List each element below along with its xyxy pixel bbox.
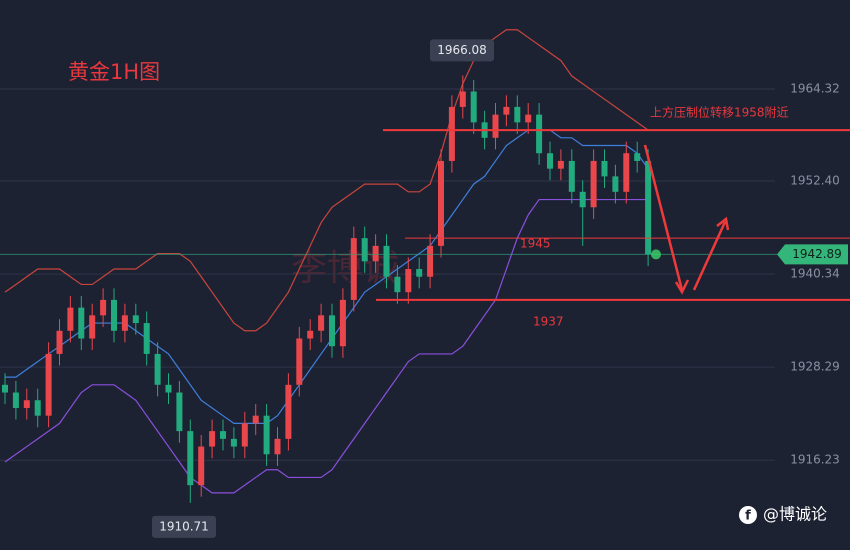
level-label: 1945: [520, 237, 551, 251]
candle-body: [612, 176, 619, 192]
y-tick-label: 1952.40: [790, 174, 840, 188]
candle-body: [307, 330, 314, 339]
candle-body: [230, 438, 237, 447]
candle-body: [296, 338, 303, 385]
candle-body: [67, 307, 74, 331]
level-label: 上方压制位转移1958附近: [650, 105, 789, 120]
candle-body: [241, 423, 248, 447]
price-dot: [651, 249, 661, 260]
candle-body: [514, 106, 521, 123]
band-line: [4, 29, 649, 332]
candle-body: [34, 400, 41, 416]
candle-body: [132, 315, 139, 324]
candle-body: [2, 384, 8, 393]
arrow-down: [643, 144, 684, 291]
candle-body: [547, 153, 553, 169]
low-box: [152, 515, 216, 538]
candle-body: [394, 276, 401, 293]
candle-body: [100, 299, 107, 316]
candle-body: [45, 353, 52, 416]
candle-body: [601, 160, 608, 177]
candle-body: [590, 160, 597, 208]
candle-body: [209, 431, 216, 447]
candle-body: [252, 415, 259, 424]
candle-body: [372, 245, 379, 262]
candle-body: [198, 446, 205, 486]
price-label: 1942.89: [792, 247, 842, 261]
candle-body: [274, 438, 281, 455]
candle-body: [634, 153, 641, 161]
candle-body: [263, 415, 270, 455]
candle-body: [12, 392, 19, 408]
y-tick-label: 1964.32: [790, 82, 840, 96]
candle-body: [459, 91, 466, 107]
candle-body: [492, 114, 499, 138]
candle-body: [350, 238, 357, 300]
candle-body: [111, 299, 117, 331]
plot: 上方压制位转移1958附近 1945 1937 1942.89 1966.08 1910.…: [0, 29, 850, 538]
candle-body: [329, 315, 335, 347]
candle-body: [220, 431, 226, 439]
candle-body: [165, 384, 172, 393]
candle-body: [361, 238, 368, 262]
arrows: [643, 144, 730, 295]
candle-body: [557, 160, 564, 169]
candle-body: [23, 400, 30, 408]
band-line: [4, 198, 649, 494]
high-box: [430, 39, 494, 62]
high-label: 1966.08: [437, 43, 487, 57]
y-tick-label: 1940.34: [790, 267, 840, 281]
candle-body: [579, 191, 586, 208]
candle-body: [536, 114, 543, 154]
candle-body: [187, 431, 194, 486]
candle-body: [416, 269, 423, 277]
candle-body: [89, 315, 96, 339]
candle-body: [154, 353, 161, 385]
candle-body: [383, 245, 390, 277]
arrow-down-head: [674, 279, 690, 295]
candle-body: [121, 315, 128, 331]
grid: 1916.23 1928.29 1940.34 1952.40 1964.32: [0, 82, 840, 467]
candle-body: [438, 160, 444, 246]
low-label: 1910.71: [159, 519, 209, 533]
candle-body: [405, 269, 412, 293]
candle-body: [623, 153, 630, 192]
candle-body: [339, 299, 346, 347]
candle-body: [470, 91, 477, 123]
facebook-glyph: f: [745, 509, 751, 524]
candle-body: [143, 323, 150, 354]
candle-body: [525, 114, 532, 123]
level-label: 1937: [533, 314, 564, 328]
y-tick-label: 1928.29: [790, 360, 840, 374]
price-tag: [777, 244, 848, 265]
candle-body: [78, 307, 85, 339]
candle-body: [318, 315, 325, 331]
chart-title: 黄金1H图: [68, 60, 160, 84]
candle-body: [448, 106, 455, 161]
candle-body: [427, 245, 434, 277]
footer: f @博诚论: [739, 505, 827, 524]
facebook-icon: [739, 506, 757, 524]
candle-body: [645, 160, 652, 255]
footer-text: @博诚论: [763, 505, 827, 524]
candle-body: [285, 384, 292, 439]
candle-body: [503, 106, 510, 115]
candle-body: [568, 160, 575, 192]
arrow-up-head: [716, 216, 730, 231]
candle-body: [176, 392, 183, 432]
y-tick-label: 1916.23: [790, 453, 840, 467]
candle-body: [56, 330, 63, 354]
arrow-up: [692, 221, 727, 291]
